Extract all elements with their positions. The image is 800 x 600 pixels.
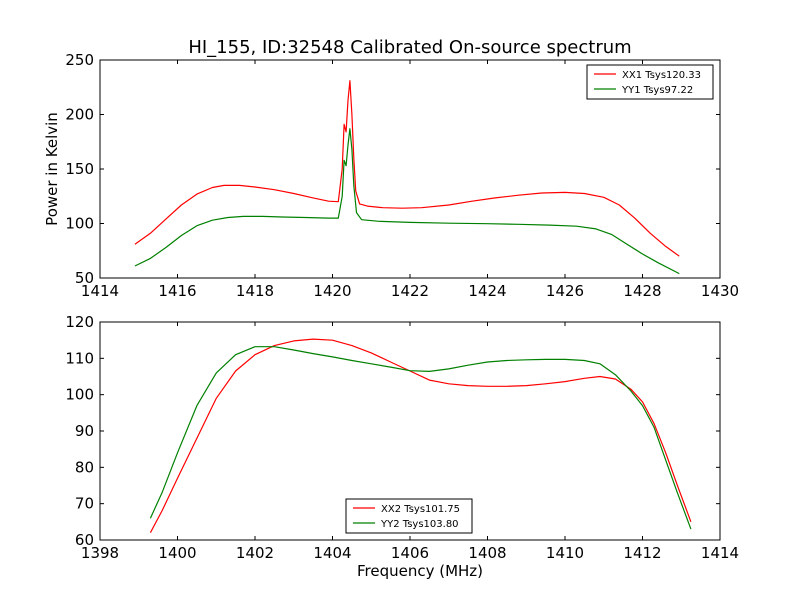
x-tick-label: 1428 <box>623 282 661 300</box>
bottom-panel: 1398 1400 1402 1404 1406 1408 1410 1412 1414 60 70… <box>65 313 739 580</box>
legend: XX2 Tsys101.75 YY2 Tsys103.80 <box>345 498 473 534</box>
y-tick-label: 120 <box>65 313 94 331</box>
series-line-yy2 <box>149 346 692 530</box>
x-tick-label: 1414 <box>81 282 119 300</box>
series-group <box>149 338 692 533</box>
x-tick-label: 1408 <box>468 544 506 562</box>
y-tick-label: 250 <box>65 51 94 69</box>
y-tick-label: 100 <box>65 215 94 233</box>
x-tick-label: 1412 <box>623 544 661 562</box>
y-axis-label: Power in Kelvin <box>43 112 61 226</box>
x-tick-label: 1418 <box>236 282 274 300</box>
y-tick-label: 100 <box>65 386 94 404</box>
y-tick-label: 110 <box>65 349 94 367</box>
x-axis-label: Frequency (MHz) <box>357 562 483 580</box>
legend-label: XX1 Tsys120.33 <box>622 70 701 81</box>
x-tick-label: 1414 <box>701 544 739 562</box>
figure-title: HI_155, ID:32548 Calibrated On-source sp… <box>188 37 631 58</box>
y-tick-label: 80 <box>75 458 94 476</box>
legend: XX1 Tsys120.33 YY1 Tsys97.22 <box>586 64 714 100</box>
series-line-yy1 <box>134 128 680 275</box>
x-tick-label: 1398 <box>81 544 119 562</box>
x-tick-label: 1424 <box>468 282 506 300</box>
legend-box <box>345 498 473 534</box>
x-tick-label: 1406 <box>391 544 429 562</box>
x-tick-label: 1422 <box>391 282 429 300</box>
x-tick-label: 1416 <box>158 282 196 300</box>
top-panel: 1414 1416 1418 1420 1422 1424 1426 1428 1430 50 10… <box>43 51 739 300</box>
x-tick-label: 1402 <box>236 544 274 562</box>
y-tick-label: 150 <box>65 160 94 178</box>
y-tick-label: 50 <box>75 269 94 287</box>
x-tick-label: 1400 <box>158 544 196 562</box>
series-line-xx1 <box>134 80 680 257</box>
x-tick-label: 1430 <box>701 282 739 300</box>
x-tick-label: 1410 <box>546 544 584 562</box>
legend-box <box>586 64 714 100</box>
x-tick-label: 1404 <box>313 544 351 562</box>
legend-label: XX2 Tsys101.75 <box>381 504 460 515</box>
y-tick-label: 90 <box>75 422 94 440</box>
series-group <box>134 80 680 275</box>
x-tick-label: 1426 <box>546 282 584 300</box>
y-tick-label: 70 <box>75 495 94 513</box>
y-tick-label: 200 <box>65 106 94 124</box>
legend-label: YY1 Tsys97.22 <box>621 85 693 96</box>
y-tick-label: 60 <box>75 531 94 549</box>
legend-label: YY2 Tsys103.80 <box>380 519 459 530</box>
x-tick-label: 1420 <box>313 282 351 300</box>
